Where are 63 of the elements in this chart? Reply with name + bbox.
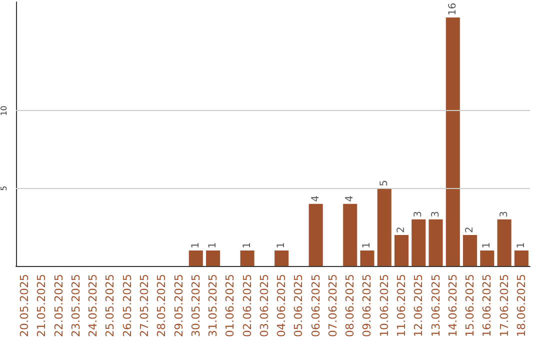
x-tick-label: 25.05.2025 bbox=[104, 274, 117, 338]
bar bbox=[446, 18, 460, 266]
bar bbox=[394, 234, 409, 266]
bar bbox=[240, 250, 254, 266]
bar bbox=[514, 250, 528, 266]
x-tick-label: 06.06.2025 bbox=[309, 274, 322, 338]
x-tick-label: 01.06.2025 bbox=[224, 274, 237, 338]
data-label: 1 bbox=[242, 242, 253, 248]
x-tick-label: 31.05.2025 bbox=[206, 274, 220, 338]
x-tick-label: 20.05.2025 bbox=[18, 274, 32, 338]
bar bbox=[497, 219, 512, 266]
bar bbox=[308, 204, 323, 266]
x-tick-label: 23.05.2025 bbox=[69, 274, 82, 338]
x-tick-label: 15.06.2025 bbox=[464, 274, 477, 338]
x-tick-label: 09.06.2025 bbox=[360, 274, 374, 338]
bar bbox=[360, 250, 374, 266]
bar bbox=[343, 204, 358, 266]
data-label: 3 bbox=[498, 211, 510, 218]
x-tick-label: 05.06.2025 bbox=[292, 274, 306, 338]
bar bbox=[463, 234, 478, 266]
data-label: 3 bbox=[430, 211, 442, 218]
x-tick-label: 16.06.2025 bbox=[480, 274, 494, 338]
bar bbox=[412, 219, 426, 266]
bar bbox=[206, 250, 220, 266]
x-tick-label: 26.05.2025 bbox=[120, 274, 134, 338]
x-tick-label: 27.05.2025 bbox=[138, 274, 151, 338]
x-tick-label: 28.05.2025 bbox=[155, 274, 168, 338]
x-tick-label: 17.06.2025 bbox=[498, 274, 511, 338]
x-tick-label: 07.06.2025 bbox=[326, 274, 340, 338]
x-tick-label: 04.06.2025 bbox=[275, 274, 288, 338]
y-tick-label: 10 bbox=[0, 106, 8, 116]
bar bbox=[377, 188, 392, 266]
x-tick-label: 18.06.2025 bbox=[514, 274, 528, 338]
x-tick-label: 10.06.2025 bbox=[378, 274, 391, 338]
x-tick-label: 30.05.2025 bbox=[189, 274, 202, 338]
x-tick-label: 11.06.2025 bbox=[395, 274, 408, 338]
x-tick-label: 22.05.2025 bbox=[52, 274, 66, 338]
data-label: 16 bbox=[447, 2, 458, 16]
bar bbox=[480, 250, 494, 266]
data-label: 1 bbox=[482, 242, 493, 248]
data-label: 1 bbox=[516, 242, 527, 248]
x-tick-label: 08.06.2025 bbox=[344, 274, 357, 338]
data-label: 3 bbox=[413, 211, 424, 218]
data-label: 4 bbox=[344, 196, 356, 202]
data-label: 1 bbox=[276, 242, 288, 248]
x-tick-label: 21.05.2025 bbox=[35, 274, 48, 338]
x-tick-label: 12.06.2025 bbox=[412, 274, 426, 338]
data-label: 2 bbox=[464, 226, 476, 233]
x-tick-label: 02.06.2025 bbox=[240, 274, 254, 338]
x-tick-label: 13.06.2025 bbox=[429, 274, 442, 338]
data-label: 1 bbox=[208, 242, 219, 248]
data-label: 1 bbox=[190, 242, 202, 248]
x-tick-label: 29.05.2025 bbox=[172, 274, 186, 338]
data-label: 1 bbox=[362, 242, 373, 248]
data-label: 5 bbox=[378, 180, 390, 186]
data-label: 4 bbox=[310, 196, 322, 202]
x-tick-label: 24.05.2025 bbox=[86, 274, 100, 338]
bar bbox=[274, 250, 289, 266]
x-tick-label: 14.06.2025 bbox=[446, 274, 460, 338]
bar bbox=[188, 250, 203, 266]
bar bbox=[428, 219, 443, 266]
data-label: 2 bbox=[396, 226, 407, 233]
x-tick-label: 03.06.2025 bbox=[258, 274, 271, 338]
